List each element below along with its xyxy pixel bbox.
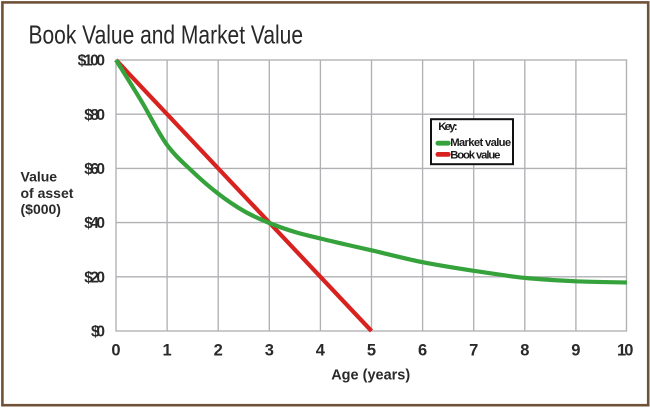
svg-text:8: 8 bbox=[520, 342, 529, 360]
svg-text:($000): ($000) bbox=[21, 201, 61, 217]
svg-text:Market value: Market value bbox=[450, 137, 511, 149]
svg-text:Key:: Key: bbox=[438, 121, 457, 133]
svg-text:Book Value and Market Value: Book Value and Market Value bbox=[29, 19, 304, 49]
svg-text:$80: $80 bbox=[84, 107, 105, 124]
svg-text:of asset: of asset bbox=[21, 185, 74, 201]
svg-text:9: 9 bbox=[571, 342, 580, 360]
svg-text:Age (years): Age (years) bbox=[331, 366, 410, 383]
svg-text:Value: Value bbox=[21, 169, 58, 185]
svg-text:1: 1 bbox=[163, 342, 172, 360]
svg-text:5: 5 bbox=[367, 342, 376, 360]
svg-text:$100: $100 bbox=[78, 53, 105, 70]
svg-text:2: 2 bbox=[214, 342, 223, 360]
svg-text:0: 0 bbox=[624, 342, 633, 360]
svg-text:7: 7 bbox=[469, 342, 478, 360]
svg-text:4: 4 bbox=[316, 342, 326, 360]
svg-text:$0: $0 bbox=[91, 324, 105, 341]
svg-text:6: 6 bbox=[418, 342, 427, 360]
svg-text:1: 1 bbox=[617, 342, 626, 360]
svg-text:3: 3 bbox=[265, 342, 274, 360]
svg-text:$60: $60 bbox=[84, 161, 105, 178]
svg-text:Book value: Book value bbox=[450, 149, 500, 161]
svg-text:$40: $40 bbox=[84, 215, 105, 232]
svg-text:0: 0 bbox=[111, 342, 120, 360]
svg-text:$20: $20 bbox=[84, 269, 105, 286]
